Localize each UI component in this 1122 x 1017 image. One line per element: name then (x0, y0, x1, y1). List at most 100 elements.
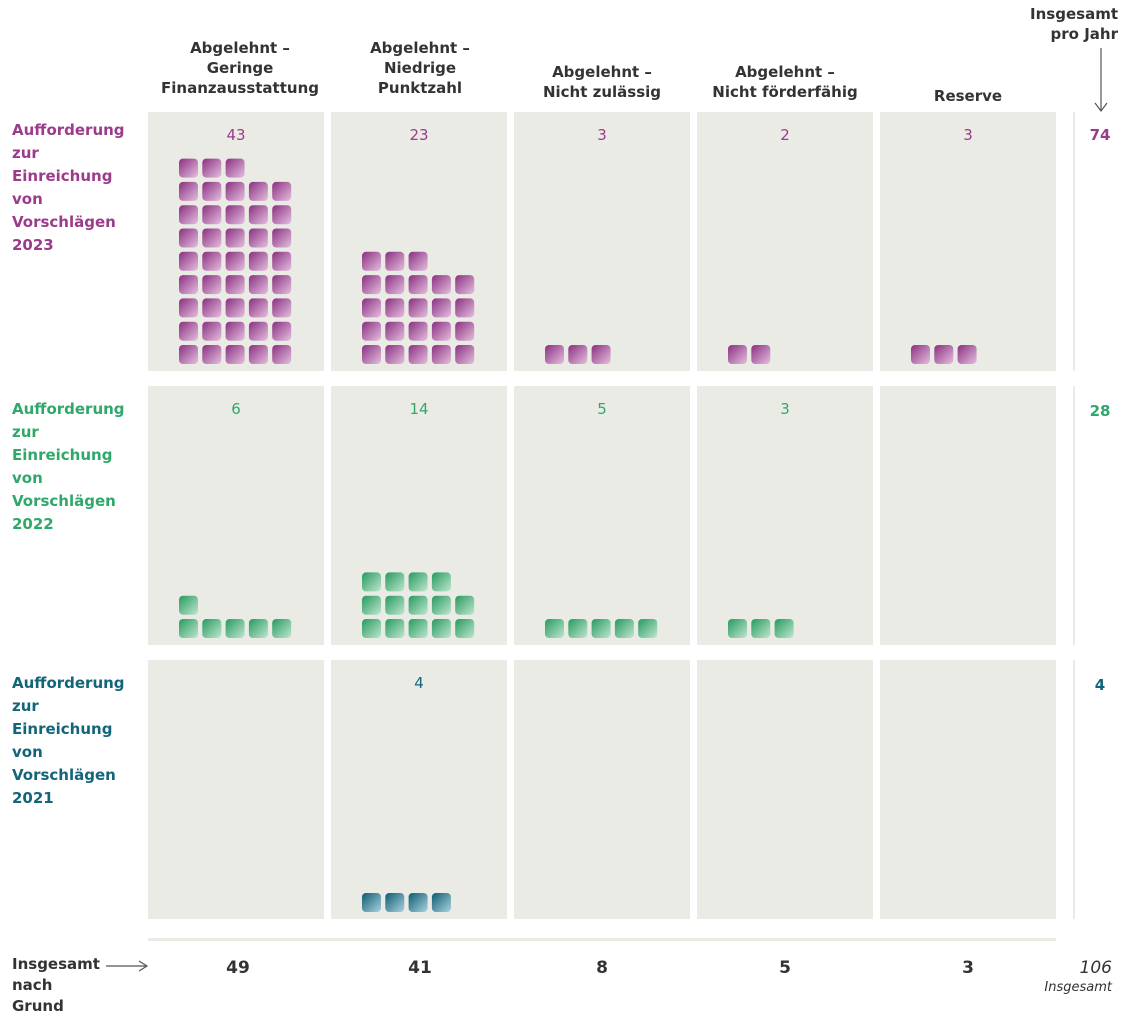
unit-square (408, 893, 428, 912)
unit-square (431, 893, 451, 912)
unit-square (385, 321, 405, 341)
unit-square (225, 158, 245, 178)
cell-count-label: 5 (597, 400, 607, 418)
unit-square (362, 619, 381, 638)
unit-square (179, 298, 198, 318)
unit-square (248, 345, 268, 364)
column-total-not-admissible: 8 (596, 958, 608, 978)
unit-square (568, 345, 588, 364)
column-header-low-funding: Abgelehnt – Geringe Finanzausstattung (161, 39, 319, 97)
unit-square (431, 321, 451, 341)
unit-square (934, 345, 954, 364)
unit-square (408, 572, 428, 592)
unit-square (248, 205, 268, 225)
unit-square (272, 181, 292, 201)
unit-square (272, 228, 292, 248)
unit-square (385, 345, 405, 364)
unit-square (431, 275, 451, 295)
unit-square (179, 181, 198, 201)
unit-square (202, 275, 222, 295)
grand-total-value: 106 (1079, 958, 1112, 978)
cell-count-label: 4 (414, 674, 424, 692)
unit-square (248, 251, 268, 271)
unit-square (225, 321, 245, 341)
unit-square (225, 228, 245, 248)
unit-square (202, 158, 222, 178)
unit-square (751, 345, 771, 364)
unit-square (408, 321, 428, 341)
unit-square (455, 619, 475, 638)
unit-square (225, 298, 245, 318)
unit-square (362, 275, 381, 295)
unit-square (272, 298, 292, 318)
unit-square (225, 205, 245, 225)
unit-square (591, 619, 611, 638)
column-header-reserve: Reserve (933, 87, 1003, 105)
unit-square (179, 251, 198, 271)
unit-square (179, 158, 198, 178)
column-total-low-funding: 49 (226, 958, 250, 978)
unit-square (248, 275, 268, 295)
unit-square (545, 619, 564, 638)
unit-square (385, 275, 405, 295)
unit-square (272, 321, 292, 341)
unit-square (202, 298, 222, 318)
unit-square (179, 321, 198, 341)
unit-square (272, 275, 292, 295)
row-total-divider (1073, 386, 1075, 645)
column-header-low-score: Abgelehnt – Niedrige Punktzahl (370, 39, 470, 97)
column-total-divider (148, 938, 1056, 941)
unit-square (179, 228, 198, 248)
cell-count-label: 14 (409, 400, 429, 418)
unit-square (248, 619, 268, 638)
unit-square (225, 251, 245, 271)
unit-square (614, 619, 634, 638)
unit-square (202, 181, 222, 201)
cell-2021-not-admissible (514, 660, 690, 919)
row-total-2023: 74 (1089, 126, 1111, 144)
cell-2021-low-score: 4 (331, 660, 507, 919)
cell-2023-not-admissible: 3 (514, 112, 690, 371)
unit-square (225, 619, 245, 638)
row-total-2022: 28 (1089, 402, 1111, 420)
unit-square (431, 619, 451, 638)
unit-square (362, 298, 381, 318)
unit-square (362, 345, 381, 364)
unit-square (202, 228, 222, 248)
unit-square (272, 619, 292, 638)
unit-square (455, 298, 475, 318)
cell-2021-reserve (880, 660, 1056, 919)
row-total-divider (1073, 112, 1075, 371)
unit-square (455, 321, 475, 341)
unit-square (179, 619, 198, 638)
cell-2022-not-eligible: 3 (697, 386, 873, 645)
cell-count-label: 3 (780, 400, 790, 418)
unit-square (385, 251, 405, 271)
unit-square (272, 345, 292, 364)
cell-count-label: 2 (780, 126, 790, 144)
row-label-2021: Aufforderung zur Einreichung von Vorschl… (12, 674, 125, 807)
unit-square (248, 298, 268, 318)
unit-square (385, 595, 405, 615)
cell-count-label: 3 (597, 126, 607, 144)
row-label-2023: Aufforderung zur Einreichung von Vorschl… (12, 121, 125, 254)
unit-square (545, 345, 564, 364)
unit-square (225, 275, 245, 295)
cell-count-label: 43 (226, 126, 246, 144)
unit-square (179, 345, 198, 364)
unit-square (225, 345, 245, 364)
unit-square (179, 595, 198, 615)
grand-total: 106 Insgesamt (1044, 958, 1112, 995)
unit-square (408, 345, 428, 364)
cell-2022-low-funding: 6 (148, 386, 324, 645)
unit-square (362, 893, 381, 912)
unit-square (272, 205, 292, 225)
cell-2022-not-admissible: 5 (514, 386, 690, 645)
unit-square (431, 595, 451, 615)
unit-square (202, 619, 222, 638)
arrow-right-icon (106, 960, 149, 972)
row-total-header: Insgesamt pro Jahr (1030, 5, 1118, 43)
unit-square (728, 345, 747, 364)
unit-square (568, 619, 588, 638)
unit-square (728, 619, 747, 638)
